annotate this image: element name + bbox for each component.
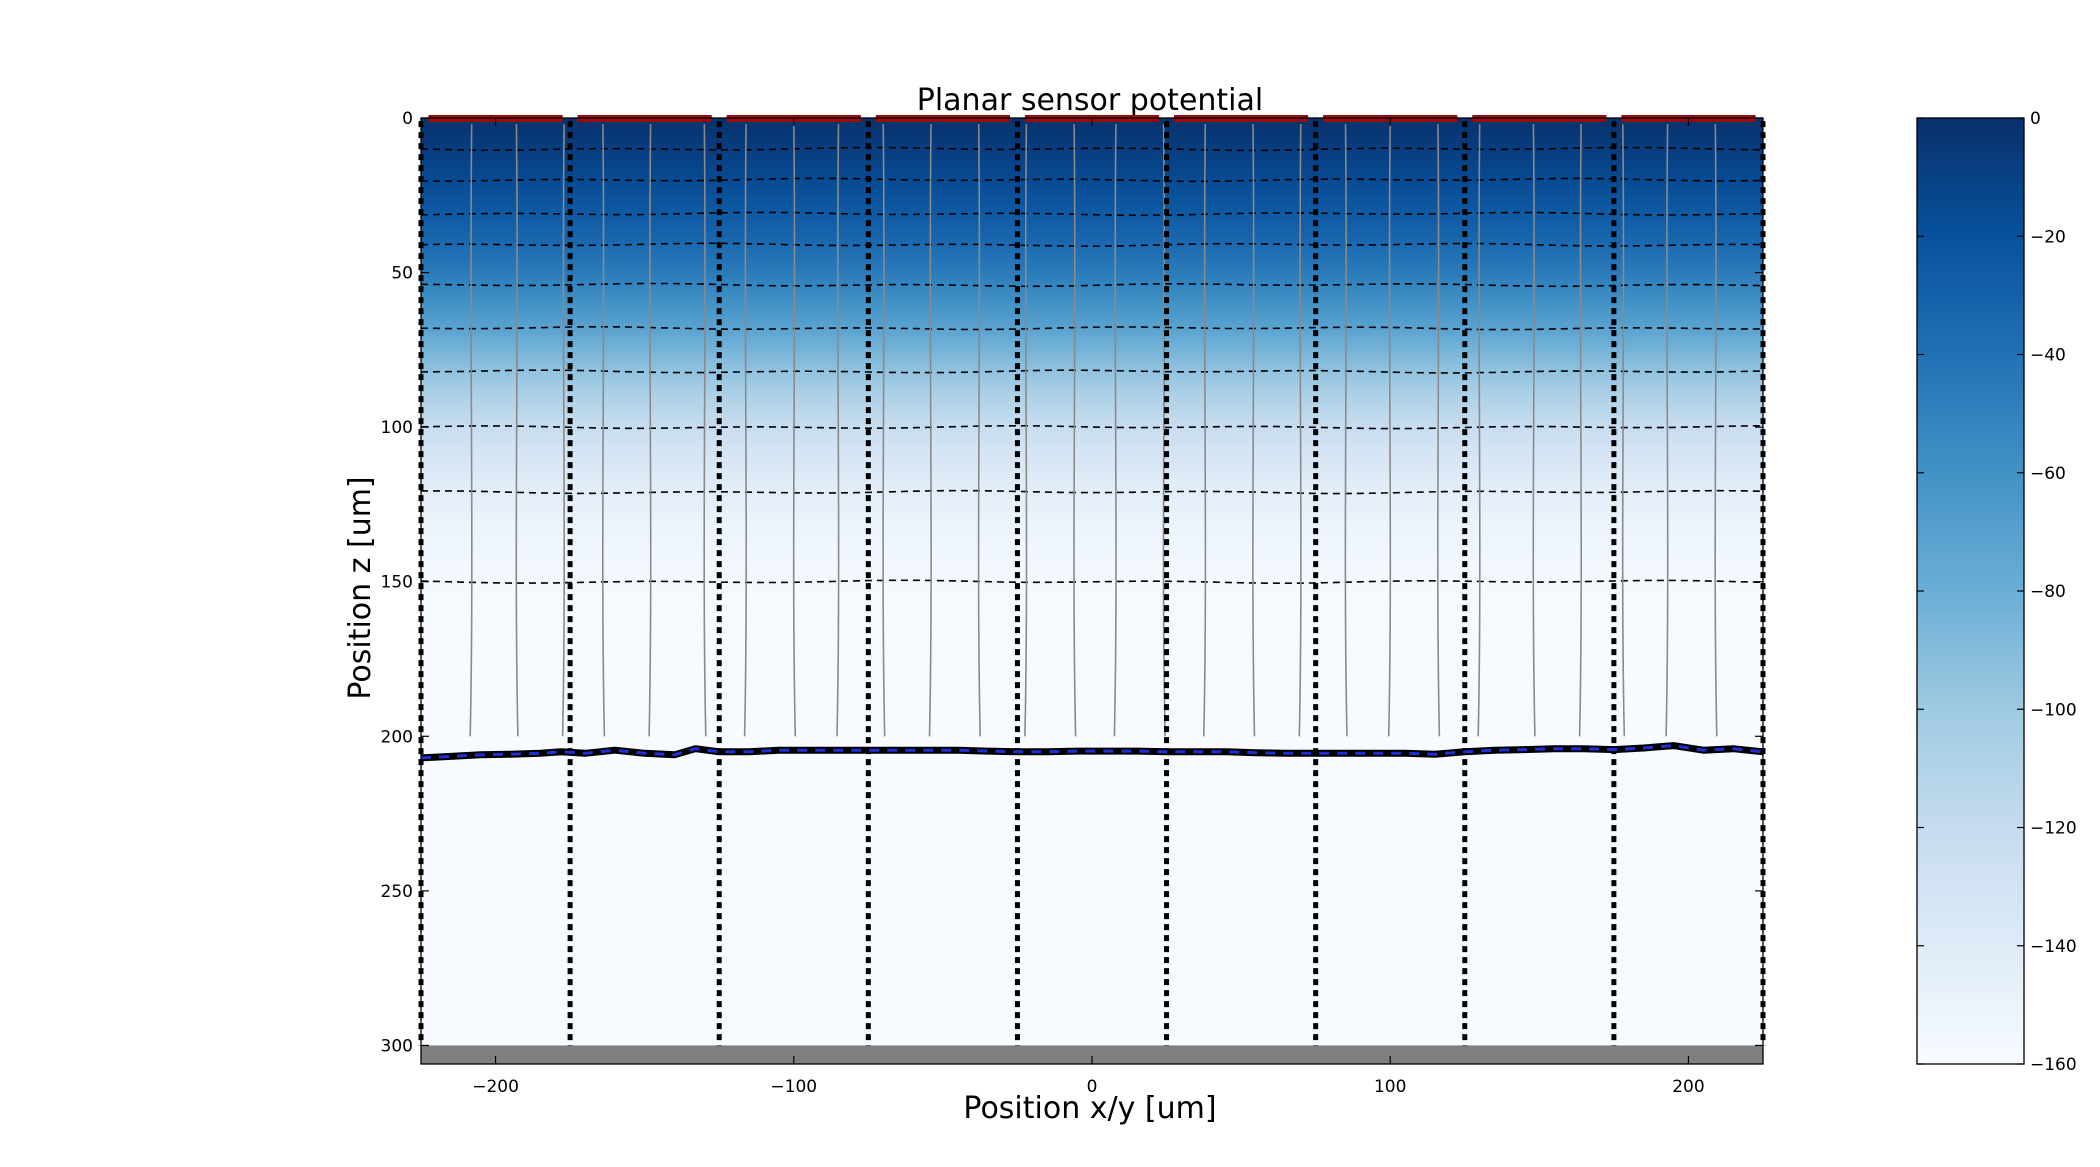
- field-line: [882, 124, 886, 737]
- x-tick-label: 0: [1087, 1077, 1098, 1097]
- potential-heatmap: [421, 118, 1763, 1064]
- field-line: [515, 124, 519, 737]
- y-tick-label: 300: [381, 1036, 413, 1056]
- field-line: [792, 124, 797, 737]
- equipotential-lines: [421, 146, 1763, 584]
- y-tick-label: 100: [381, 418, 413, 438]
- y-tick-label: 150: [381, 573, 413, 593]
- equipotential-line: [421, 242, 1763, 248]
- colorbar-tick-label: −80: [2030, 582, 2066, 602]
- field-line: [1477, 124, 1481, 737]
- y-axis-label: Position z [um]: [343, 476, 378, 699]
- colorbar: [1916, 117, 2025, 1065]
- x-axis-ticks: −200 −100 0 100 200: [472, 118, 1705, 1097]
- y-tick-label: 0: [402, 109, 413, 129]
- x-tick-label: −200: [472, 1077, 519, 1097]
- colorbar-tick-label: −20: [2030, 227, 2066, 247]
- equipotential-line: [421, 424, 1763, 430]
- equipotential-line: [421, 369, 1763, 374]
- field-line: [1714, 124, 1718, 737]
- x-tick-label: 100: [1374, 1077, 1406, 1097]
- colorbar-tick-label: −160: [2030, 1055, 2077, 1075]
- field-line: [1252, 124, 1256, 737]
- field-line: [977, 124, 981, 737]
- equipotential-line: [421, 211, 1763, 217]
- field-line: [1073, 124, 1077, 737]
- y-tick-label: 200: [381, 727, 413, 747]
- x-tick-label: 200: [1672, 1077, 1704, 1097]
- y-axis-ticks: 0 50 100 150 200 250 300: [381, 109, 1763, 1056]
- equipotential-line: [421, 325, 1763, 331]
- field-line: [1387, 124, 1392, 737]
- equipotential-line: [421, 489, 1763, 495]
- equipotential-line: [421, 282, 1763, 288]
- field-line: [601, 124, 606, 737]
- field-line: [1113, 124, 1117, 737]
- field-line: [469, 124, 473, 737]
- field-line: [1024, 124, 1028, 737]
- field-line: [836, 124, 840, 737]
- field-line: [1298, 124, 1302, 737]
- colorbar-tick-label: −140: [2030, 937, 2077, 957]
- field-line: [1436, 124, 1441, 737]
- equipotential-line: [421, 177, 1763, 183]
- colorbar-tick-label: −100: [2030, 700, 2077, 720]
- colorbar-tick-label: 0: [2030, 109, 2041, 129]
- colorbar-tick-label: −120: [2030, 819, 2077, 839]
- colorbar-tick-label: −60: [2030, 464, 2066, 484]
- field-line: [1532, 124, 1536, 737]
- y-tick-label: 250: [381, 882, 413, 902]
- equipotential-line: [421, 146, 1763, 152]
- field-line: [1203, 124, 1207, 737]
- field-line: [648, 124, 652, 737]
- field-line: [1578, 124, 1583, 737]
- field-lines: [469, 124, 1718, 737]
- field-line: [703, 124, 707, 737]
- x-axis-label: Position x/y [um]: [963, 1091, 1216, 1126]
- field-line: [561, 124, 566, 737]
- field-line: [1665, 124, 1669, 737]
- colorbar-ticks: 0 −20 −40 −60 −80 −100 −120 −140 −160: [1917, 109, 2077, 1075]
- field-line: [928, 124, 932, 737]
- backplane: [421, 1045, 1763, 1064]
- equipotential-line: [421, 579, 1763, 584]
- field-line: [1344, 124, 1348, 737]
- depletion-depth-line: [420, 744, 1764, 760]
- x-tick-label: −100: [770, 1077, 817, 1097]
- colorbar-tick-label: −40: [2030, 346, 2066, 366]
- field-line: [743, 124, 748, 737]
- y-tick-label: 50: [391, 264, 413, 284]
- chart-title: Planar sensor potential: [917, 83, 1263, 118]
- field-line: [1621, 124, 1626, 737]
